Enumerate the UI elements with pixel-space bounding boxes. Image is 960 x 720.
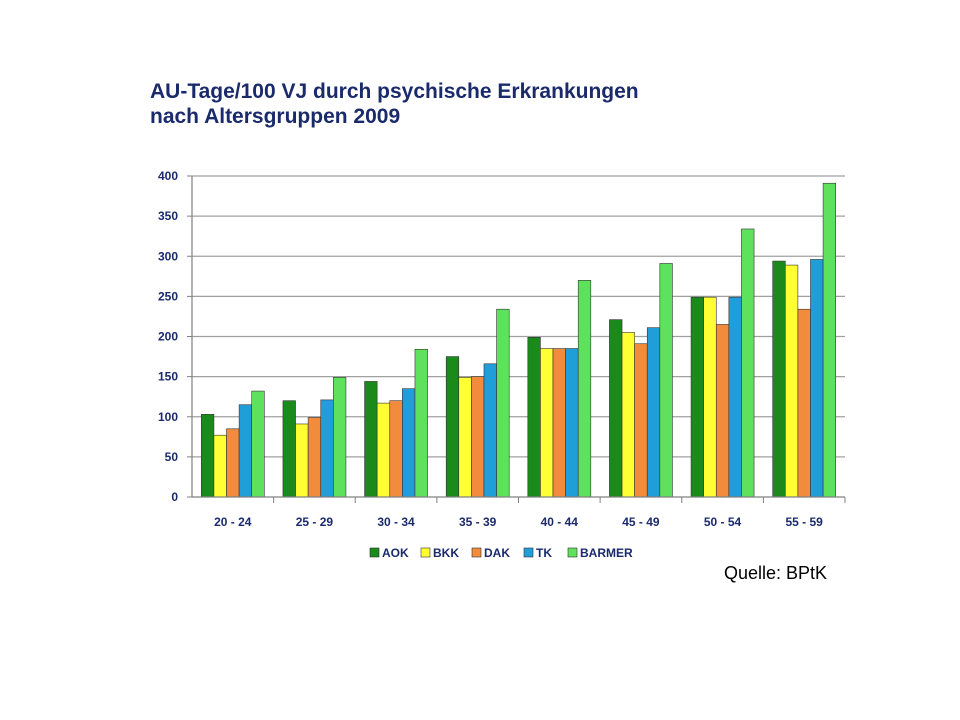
bar-tk-2 xyxy=(402,388,416,498)
bar-barmer-4 xyxy=(577,280,592,498)
bar-tk-6 xyxy=(728,296,742,498)
legend-swatch-bkk xyxy=(420,547,431,558)
legend-swatch-tk xyxy=(523,547,534,558)
y-tick-label: 300 xyxy=(158,249,178,263)
y-tick-label: 50 xyxy=(165,450,179,464)
bar-barmer-5 xyxy=(659,263,673,498)
bar-bkk-1 xyxy=(295,423,309,498)
bar-bkk-6 xyxy=(703,296,717,498)
bar-barmer-2 xyxy=(414,349,428,498)
bar-barmer-6 xyxy=(741,228,755,498)
bar-aok-5 xyxy=(609,319,623,498)
bar-dak-1 xyxy=(307,417,322,498)
bar-aok-1 xyxy=(282,400,296,498)
legend: AOK BKK DAK TK BARMER xyxy=(369,546,633,560)
x-tick-label: 25 - 29 xyxy=(296,515,334,529)
bar-aok-6 xyxy=(690,296,704,498)
chart-title-line-2: nach Altersgruppen 2009 xyxy=(150,105,401,128)
bar-tk-7 xyxy=(810,259,824,498)
y-tick-label: 400 xyxy=(158,169,178,183)
bar-dak-6 xyxy=(715,324,730,498)
chart-title-line-1: AU-Tage/100 VJ durch psychische Erkranku… xyxy=(150,80,639,103)
legend-label-aok: AOK xyxy=(382,546,409,560)
x-tick-label: 45 - 49 xyxy=(622,515,660,529)
bar-barmer-1 xyxy=(333,377,347,498)
y-tick-label: 200 xyxy=(158,330,178,344)
legend-label-tk: TK xyxy=(536,546,552,560)
bar-bkk-5 xyxy=(621,332,635,498)
x-tick-label: 30 - 34 xyxy=(377,515,415,529)
bar-dak-7 xyxy=(797,308,811,498)
bar-dak-0 xyxy=(226,428,240,498)
x-tick-label: 50 - 54 xyxy=(704,515,742,529)
x-tick-label: 35 - 39 xyxy=(459,515,497,529)
y-tick-label: 150 xyxy=(158,370,178,384)
bar-barmer-7 xyxy=(822,182,836,498)
legend-swatch-dak xyxy=(471,547,482,558)
bar-aok-7 xyxy=(772,260,786,498)
legend-swatch-aok xyxy=(369,547,380,558)
source-note: Quelle: BPtK xyxy=(724,563,828,583)
x-tick-label: 20 - 24 xyxy=(214,515,252,529)
bar-bkk-2 xyxy=(376,402,391,498)
y-tick-label: 250 xyxy=(158,289,178,303)
legend-label-dak: DAK xyxy=(484,546,510,560)
bar-bkk-0 xyxy=(213,434,227,498)
bar-bkk-4 xyxy=(540,348,554,498)
y-tick-label: 100 xyxy=(158,410,178,424)
bar-dak-5 xyxy=(634,343,648,498)
bar-aok-2 xyxy=(364,381,378,498)
legend-label-bkk: BKK xyxy=(433,546,459,560)
x-tick-label: 40 - 44 xyxy=(541,515,579,529)
bar-tk-3 xyxy=(483,363,497,498)
bars xyxy=(201,182,836,498)
bar-tk-4 xyxy=(565,348,579,498)
tick-labels: 0 50 100 150 200 250 300 350 400 20 - 24 25 - 29 30… xyxy=(158,169,823,529)
legend-label-barmer: BARMER xyxy=(580,546,633,560)
bar-tk-0 xyxy=(238,404,253,498)
bar-barmer-0 xyxy=(251,390,265,498)
axes xyxy=(187,175,846,503)
legend-swatch-barmer xyxy=(567,547,578,558)
bar-aok-0 xyxy=(201,414,215,498)
x-tick-label: 55 - 59 xyxy=(786,515,824,529)
bar-aok-3 xyxy=(445,356,460,498)
bar-bkk-3 xyxy=(458,377,472,498)
bar-dak-2 xyxy=(389,400,403,498)
chart-title: AU-Tage/100 VJ durch psychische Erkranku… xyxy=(150,79,639,129)
bar-dak-3 xyxy=(471,376,485,498)
y-tick-label: 0 xyxy=(171,490,178,504)
bar-bkk-7 xyxy=(784,264,799,498)
bar-aok-4 xyxy=(527,337,541,498)
y-tick-label: 350 xyxy=(158,209,178,223)
bar-barmer-3 xyxy=(496,308,510,498)
bar-tk-1 xyxy=(320,399,334,498)
bar-dak-4 xyxy=(552,348,566,498)
bar-tk-5 xyxy=(646,327,661,498)
